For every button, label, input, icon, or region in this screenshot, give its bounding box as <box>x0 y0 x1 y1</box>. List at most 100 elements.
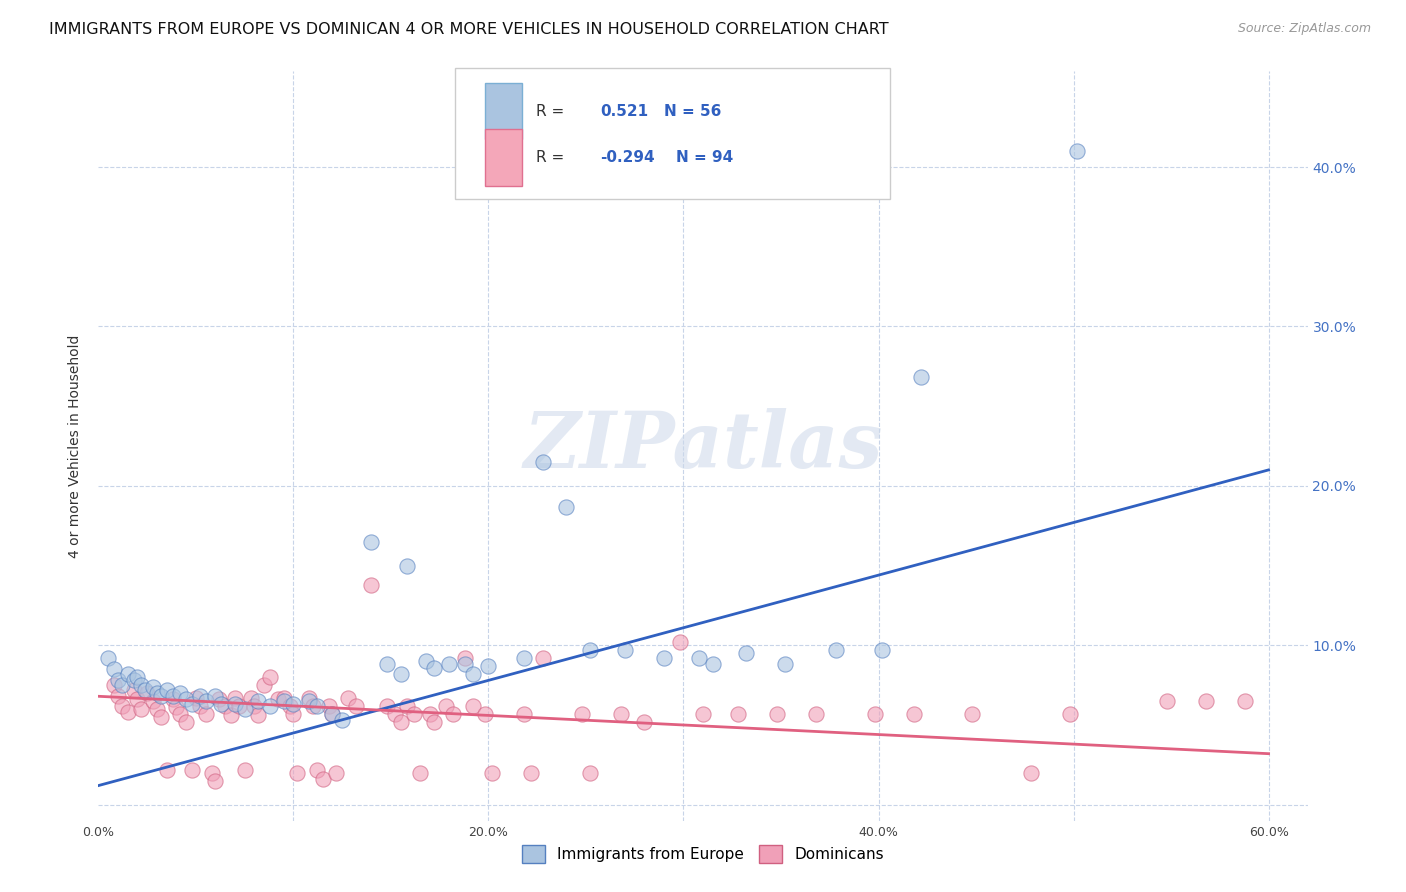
Point <box>131 702 153 716</box>
Point <box>142 694 165 708</box>
Point <box>239 690 262 705</box>
Point <box>404 706 426 721</box>
Point <box>131 678 153 692</box>
FancyBboxPatch shape <box>456 68 890 199</box>
Point <box>571 706 593 721</box>
Point <box>735 646 758 660</box>
Text: IMMIGRANTS FROM EUROPE VS DOMINICAN 4 OR MORE VEHICLES IN HOUSEHOLD CORRELATION : IMMIGRANTS FROM EUROPE VS DOMINICAN 4 OR… <box>49 22 889 37</box>
Point <box>298 690 321 705</box>
Point <box>194 706 217 721</box>
Point <box>149 690 172 704</box>
Point <box>149 710 172 724</box>
Point <box>903 706 925 721</box>
Point <box>156 763 179 777</box>
Legend: Immigrants from Europe, Dominicans: Immigrants from Europe, Dominicans <box>516 839 890 869</box>
Point <box>253 678 276 692</box>
Point <box>579 643 602 657</box>
Point <box>278 698 301 713</box>
Point <box>273 690 295 705</box>
Point <box>247 708 270 723</box>
Point <box>302 698 325 713</box>
Text: Source: ZipAtlas.com: Source: ZipAtlas.com <box>1237 22 1371 36</box>
Point <box>285 765 308 780</box>
Point <box>127 670 149 684</box>
Point <box>305 763 328 777</box>
Point <box>375 657 398 672</box>
Point <box>162 690 184 704</box>
Point <box>668 635 690 649</box>
Point <box>512 706 534 721</box>
FancyBboxPatch shape <box>485 83 522 139</box>
Point <box>97 651 120 665</box>
Point <box>169 686 191 700</box>
Point <box>283 706 305 721</box>
Point <box>103 678 125 692</box>
Point <box>415 654 437 668</box>
Point <box>652 651 675 665</box>
Point <box>325 765 347 780</box>
Point <box>181 763 204 777</box>
Point <box>321 706 343 721</box>
Point <box>360 577 382 591</box>
Text: R =: R = <box>536 103 564 119</box>
Point <box>174 714 197 729</box>
Point <box>773 657 796 672</box>
Point <box>1156 694 1178 708</box>
Y-axis label: 4 or more Vehicles in Household: 4 or more Vehicles in Household <box>69 334 83 558</box>
Point <box>395 558 418 573</box>
Point <box>224 698 246 712</box>
Point <box>360 534 382 549</box>
FancyBboxPatch shape <box>485 129 522 186</box>
Point <box>208 692 231 706</box>
Point <box>142 680 165 694</box>
Point <box>1195 694 1218 708</box>
Point <box>194 694 217 708</box>
Text: N = 56: N = 56 <box>664 103 721 119</box>
Text: -0.294: -0.294 <box>600 150 655 165</box>
Point <box>117 667 139 681</box>
Point <box>146 702 169 716</box>
Point <box>321 706 343 721</box>
Point <box>111 678 134 692</box>
Point <box>423 714 446 729</box>
Point <box>146 686 169 700</box>
Point <box>174 692 197 706</box>
Point <box>512 651 534 665</box>
Point <box>702 657 724 672</box>
Point <box>910 370 932 384</box>
Point <box>863 706 886 721</box>
Point <box>344 698 367 713</box>
Point <box>134 682 156 697</box>
Text: N = 94: N = 94 <box>676 150 734 165</box>
Text: R =: R = <box>536 150 564 165</box>
Point <box>555 500 578 514</box>
Point <box>461 698 484 713</box>
Point <box>181 698 204 712</box>
Point <box>330 713 353 727</box>
Point <box>688 651 710 665</box>
Point <box>318 698 340 713</box>
Point <box>259 670 281 684</box>
Point <box>200 765 222 780</box>
Point <box>259 698 281 713</box>
Point <box>960 706 983 721</box>
Point <box>384 706 406 721</box>
Point <box>204 773 226 788</box>
Point <box>204 690 226 704</box>
Point <box>633 714 655 729</box>
Text: ZIPatlas: ZIPatlas <box>523 408 883 484</box>
Point <box>122 673 145 688</box>
Point <box>283 698 305 712</box>
Point <box>1234 694 1257 708</box>
Point <box>117 705 139 719</box>
Point <box>423 660 446 674</box>
Point <box>188 690 211 704</box>
Point <box>107 673 129 688</box>
Point <box>531 651 554 665</box>
Point <box>375 698 398 713</box>
Point <box>692 706 714 721</box>
Point <box>233 763 256 777</box>
Point <box>727 706 749 721</box>
Point <box>184 690 207 705</box>
Point <box>219 708 242 723</box>
